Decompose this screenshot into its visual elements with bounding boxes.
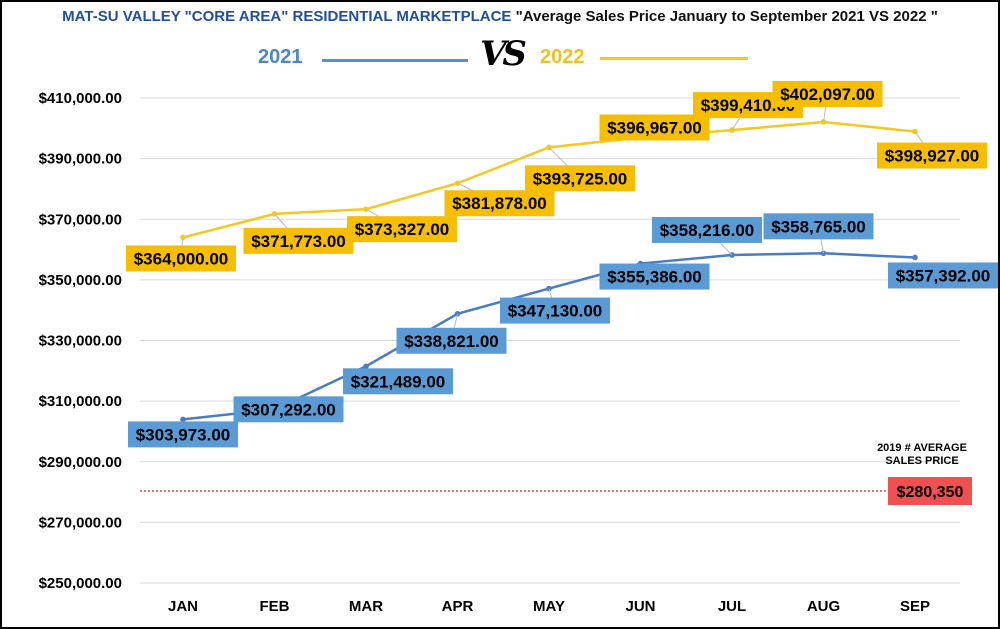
data-label-2022: $402,097.00 bbox=[780, 85, 875, 104]
data-label-2021: $355,386.00 bbox=[607, 268, 702, 287]
data-label-2022: $396,967.00 bbox=[607, 119, 702, 138]
y-tick-label: $310,000.00 bbox=[39, 393, 122, 410]
data-label-box-2022 bbox=[772, 80, 883, 107]
data-label-2022: $398,927.00 bbox=[885, 147, 980, 166]
data-label-box-2021 bbox=[599, 263, 710, 290]
x-tick-label: AUG bbox=[807, 598, 840, 615]
data-label-box-2021 bbox=[500, 297, 610, 324]
vs-logo: VS bbox=[480, 34, 527, 74]
reference-note: 2019 # AVERAGE bbox=[877, 442, 967, 454]
x-tick-label: JAN bbox=[168, 598, 198, 615]
data-label-2021: $338,821.00 bbox=[404, 332, 499, 351]
x-tick-label: JUN bbox=[625, 598, 655, 615]
data-label-2021: $303,973.00 bbox=[136, 425, 231, 444]
data-label-box-2021 bbox=[888, 262, 998, 289]
data-label-2021: $358,765.00 bbox=[771, 217, 866, 236]
data-label-box-2021 bbox=[343, 368, 453, 395]
data-label-box-2022 bbox=[525, 165, 635, 192]
data-label-2021: $307,292.00 bbox=[241, 400, 336, 419]
y-tick-label: $390,000.00 bbox=[39, 151, 122, 168]
data-point-2021 bbox=[363, 363, 369, 370]
data-label-2022: $364,000.00 bbox=[134, 249, 229, 268]
y-tick-label: $290,000.00 bbox=[39, 454, 122, 471]
y-tick-label: $330,000.00 bbox=[39, 333, 122, 350]
data-label-2022: $393,725.00 bbox=[533, 169, 628, 188]
data-label-box-2022 bbox=[243, 227, 354, 254]
reference-note: SALES PRICE bbox=[885, 455, 958, 467]
data-label-box-2022 bbox=[347, 216, 457, 243]
chart-title: MAT-SU VALLEY "CORE AREA" RESIDENTIAL MA… bbox=[0, 8, 1000, 25]
data-label-2021: $321,489.00 bbox=[351, 372, 446, 391]
data-label-box-2021 bbox=[652, 216, 762, 243]
y-tick-label: $350,000.00 bbox=[39, 272, 122, 289]
x-tick-label: MAR bbox=[349, 598, 383, 615]
data-label-2022: $399,410.00 bbox=[701, 96, 796, 115]
legend-label-2021: 2021 bbox=[258, 46, 303, 68]
data-label-box-2022 bbox=[877, 142, 987, 169]
title-part-2: "Average Sales Price January to Septembe… bbox=[515, 8, 938, 25]
data-label-box-2021 bbox=[763, 213, 874, 240]
data-label-2022: $371,773.00 bbox=[251, 232, 346, 251]
y-tick-label: $270,000.00 bbox=[39, 514, 122, 531]
reference-label: $280,350 bbox=[897, 484, 964, 501]
legend-line-2021 bbox=[322, 59, 468, 62]
data-label-box-2021 bbox=[396, 327, 507, 354]
data-label-box-2021 bbox=[233, 396, 344, 423]
x-tick-label: JUL bbox=[718, 598, 746, 615]
data-label-2021: $357,392.00 bbox=[896, 266, 991, 285]
x-tick-label: MAY bbox=[533, 598, 565, 615]
y-tick-label: $370,000.00 bbox=[39, 211, 122, 228]
x-tick-label: APR bbox=[442, 598, 474, 615]
y-tick-label: $410,000.00 bbox=[39, 90, 122, 107]
data-label-box-2022 bbox=[444, 190, 555, 217]
data-label-2022: $373,327.00 bbox=[355, 220, 450, 239]
x-tick-label: SEP bbox=[900, 598, 930, 615]
title-part-1: MAT-SU VALLEY "CORE AREA" RESIDENTIAL MA… bbox=[62, 8, 516, 25]
series-line-2021 bbox=[182, 252, 916, 421]
legend-line-2022 bbox=[600, 57, 748, 60]
data-label-box-2022 bbox=[126, 245, 236, 272]
x-tick-label: FEB bbox=[260, 598, 290, 615]
y-tick-label: $250,000.00 bbox=[39, 575, 122, 592]
reference-label-box bbox=[888, 477, 972, 506]
data-label-2021: $347,130.00 bbox=[508, 302, 603, 321]
data-label-2021: $358,216.00 bbox=[660, 221, 755, 240]
data-label-2022: $381,878.00 bbox=[452, 194, 547, 213]
data-point-2021 bbox=[912, 254, 918, 261]
data-label-box-2021 bbox=[128, 421, 238, 448]
data-label-box-2022 bbox=[599, 114, 710, 141]
data-point-2021 bbox=[180, 416, 186, 423]
legend-label-2022: 2022 bbox=[540, 46, 585, 68]
